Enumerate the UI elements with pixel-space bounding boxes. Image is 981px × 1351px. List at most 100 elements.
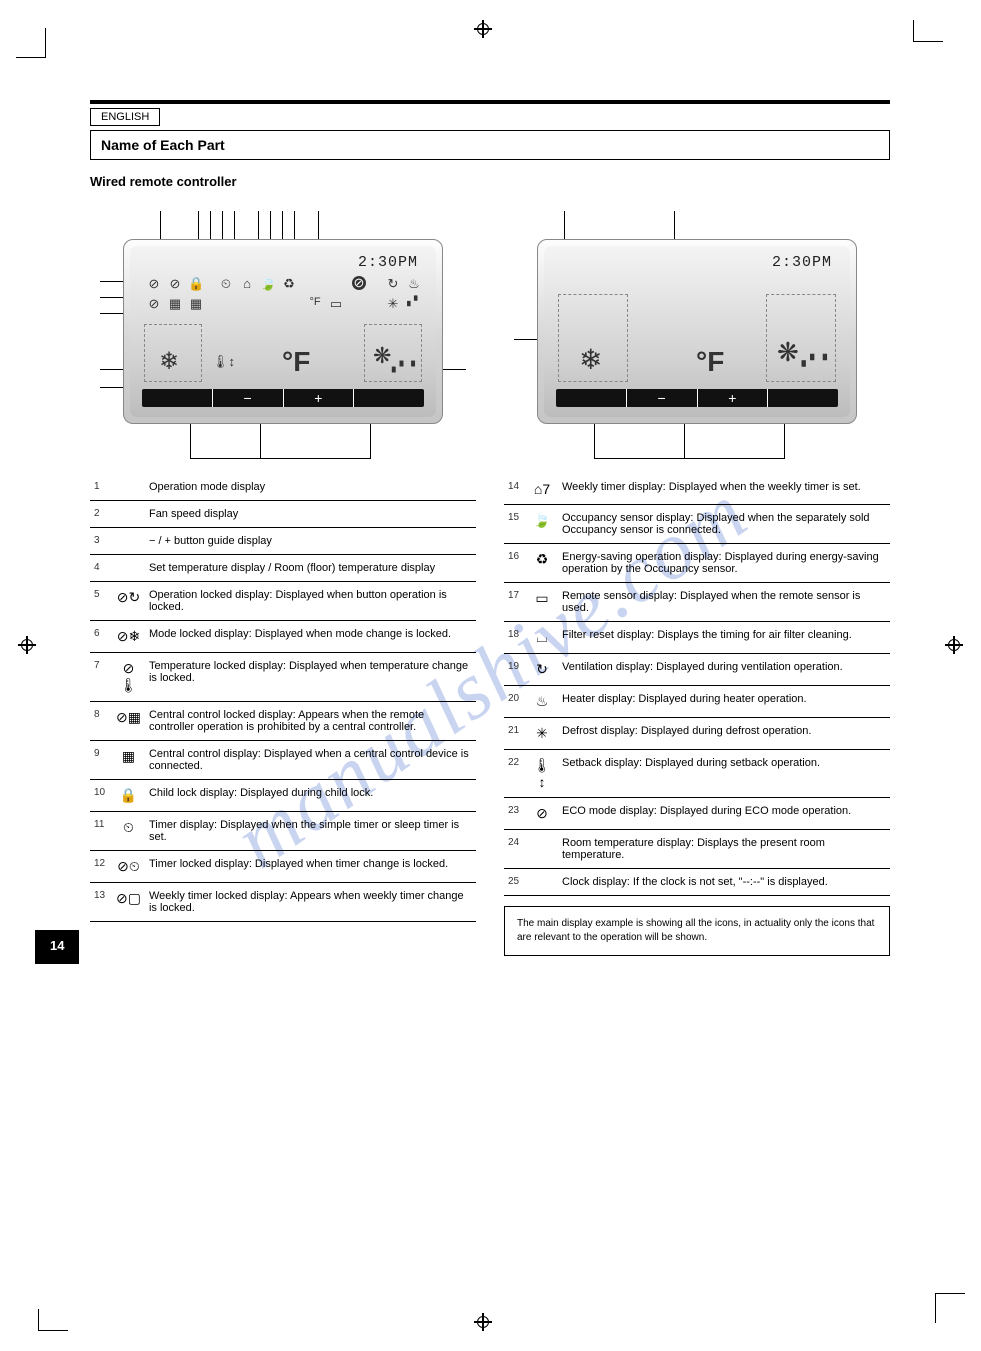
- row-icon: ⊘🌡: [112, 653, 145, 702]
- table-row: 9▦Central control display: Displayed whe…: [90, 741, 476, 780]
- table-row: 21✳Defrost display: Displayed during def…: [504, 718, 890, 750]
- row-number: 5: [90, 582, 112, 621]
- table-row: 5⊘↻Operation locked display: Displayed w…: [90, 582, 476, 621]
- plus-button-seg: +: [283, 389, 354, 407]
- row-text: ECO mode display: Displayed during ECO m…: [558, 798, 890, 830]
- row-number: 12: [90, 851, 112, 883]
- row-number: 21: [504, 718, 526, 750]
- mode-area: ❄: [144, 324, 202, 382]
- mode-area: ❄: [558, 294, 628, 382]
- table-row: 24 Room temperature display: Displays the…: [504, 830, 890, 869]
- button-bar: − +: [142, 389, 424, 407]
- lcd-display-full: 2:30PM ⊘⊘🔒 ⏲⌂🍃♻ ⊘ ↻♨ ⊘▦▦ °F▭: [123, 239, 443, 424]
- row-number: 10: [90, 780, 112, 812]
- row-number: 1: [90, 474, 112, 501]
- table-row: 17▭Remote sensor display: Displayed when…: [504, 583, 890, 622]
- temp-unit: °F: [282, 346, 310, 378]
- row-text: Weekly timer locked display: Appears whe…: [145, 883, 476, 922]
- crop-mark: [38, 1309, 68, 1331]
- row-text: Ventilation display: Displayed during ve…: [558, 654, 890, 686]
- row-text: Remote sensor display: Displayed when th…: [558, 583, 890, 622]
- eco-icon: ⊘: [352, 276, 366, 290]
- row-icon: ✳: [526, 718, 558, 750]
- table-row: 3 − / + button guide display: [90, 528, 476, 555]
- row-text: Central control display: Displayed when …: [145, 741, 476, 780]
- crop-mark: [913, 20, 943, 42]
- row-text: Timer display: Displayed when the simple…: [145, 812, 476, 851]
- row-icon: ⊘▦: [112, 702, 145, 741]
- fan-button-seg: [353, 389, 424, 407]
- callout-line: [370, 424, 371, 459]
- status-icon-row: ↻♨: [385, 276, 422, 292]
- left-column: 2:30PM ⊘⊘🔒 ⏲⌂🍃♻ ⊘ ↻♨ ⊘▦▦ °F▭: [90, 239, 476, 956]
- table-row: 22🌡↕Setback display: Displayed during se…: [504, 750, 890, 798]
- row-text: Defrost display: Displayed during defros…: [558, 718, 890, 750]
- table-row: 10🔒Child lock display: Displayed during …: [90, 780, 476, 812]
- row-text: Operation mode display: [145, 474, 476, 501]
- lcd-display-standard: 2:30PM ❄ ❋ ▖▘▝ °F − +: [537, 239, 857, 424]
- row-icon: ⊘▢: [112, 883, 145, 922]
- row-number: 7: [90, 653, 112, 702]
- crop-mark: [935, 1293, 965, 1323]
- callout-line: [260, 424, 261, 459]
- row-text: − / + button guide display: [145, 528, 476, 555]
- callout-line: [684, 424, 685, 459]
- table-row: 19↻Ventilation display: Displayed during…: [504, 654, 890, 686]
- table-row: 13⊘▢Weekly timer locked display: Appears…: [90, 883, 476, 922]
- plus-button-seg: +: [697, 389, 768, 407]
- row-number: 20: [504, 686, 526, 718]
- right-column: 2:30PM ❄ ❋ ▖▘▝ °F − +: [504, 239, 890, 956]
- page-number: 14: [50, 938, 64, 953]
- table-row: 4 Set temperature display / Room (floor) …: [90, 555, 476, 582]
- unit-small: °F▭: [307, 296, 344, 312]
- row-number: 23: [504, 798, 526, 830]
- row-icon: ↻: [526, 654, 558, 686]
- row-text: Room temperature display: Displays the p…: [558, 830, 890, 869]
- note-box: The main display example is showing all …: [504, 906, 890, 956]
- table-row: 25 Clock display: If the clock is not set…: [504, 869, 890, 896]
- row-icon: [112, 555, 145, 582]
- row-number: 11: [90, 812, 112, 851]
- registration-target: [474, 1313, 492, 1331]
- callout-line: [594, 458, 784, 459]
- section-title: Name of Each Part: [90, 130, 890, 160]
- registration-target: [474, 20, 492, 38]
- thermometer-icon: 🌡↕: [212, 354, 235, 370]
- legend-table-left: 1Operation mode display2Fan speed displa…: [90, 474, 476, 922]
- row-icon: [526, 869, 558, 896]
- row-text: Mode locked display: Displayed when mode…: [145, 621, 476, 653]
- row-text: Weekly timer display: Displayed when the…: [558, 474, 890, 505]
- row-number: 3: [90, 528, 112, 555]
- minus-button-seg: −: [212, 389, 283, 407]
- row-text: Set temperature display / Room (floor) t…: [145, 555, 476, 582]
- fan-icon: ❋: [777, 337, 799, 368]
- mode-button-seg: [142, 389, 212, 407]
- row-number: 8: [90, 702, 112, 741]
- table-row: 18⌴Filter reset display: Displays the ti…: [504, 622, 890, 654]
- row-number: 24: [504, 830, 526, 869]
- table-row: 14⌂7Weekly timer display: Displayed when…: [504, 474, 890, 505]
- row-icon: ⊘⏲: [112, 851, 145, 883]
- table-row: 23⊘ECO mode display: Displayed during EC…: [504, 798, 890, 830]
- row-number: 16: [504, 544, 526, 583]
- row-number: 25: [504, 869, 526, 896]
- row-icon: ⊘↻: [112, 582, 145, 621]
- fan-level-icon: ▖▘▝: [802, 354, 827, 367]
- row-number: 4: [90, 555, 112, 582]
- row-icon: [112, 528, 145, 555]
- table-row: 1 Operation mode display: [90, 474, 476, 501]
- table-row: 15🍃Occupancy sensor display: Displayed w…: [504, 505, 890, 544]
- table-row: 8⊘▦Central control locked display: Appea…: [90, 702, 476, 741]
- row-icon: ⏲: [112, 812, 145, 851]
- callout-line: [594, 424, 595, 459]
- row-number: 19: [504, 654, 526, 686]
- row-text: Heater display: Displayed during heater …: [558, 686, 890, 718]
- fan-button-seg: [767, 389, 838, 407]
- row-icon: ⊘: [526, 798, 558, 830]
- row-text: Energy-saving operation display: Display…: [558, 544, 890, 583]
- button-bar: − +: [556, 389, 838, 407]
- row-number: 14: [504, 474, 526, 505]
- row-text: Clock display: If the clock is not set, …: [558, 869, 890, 896]
- table-row: 12⊘⏲Timer locked display: Displayed when…: [90, 851, 476, 883]
- row-text: Filter reset display: Displays the timin…: [558, 622, 890, 654]
